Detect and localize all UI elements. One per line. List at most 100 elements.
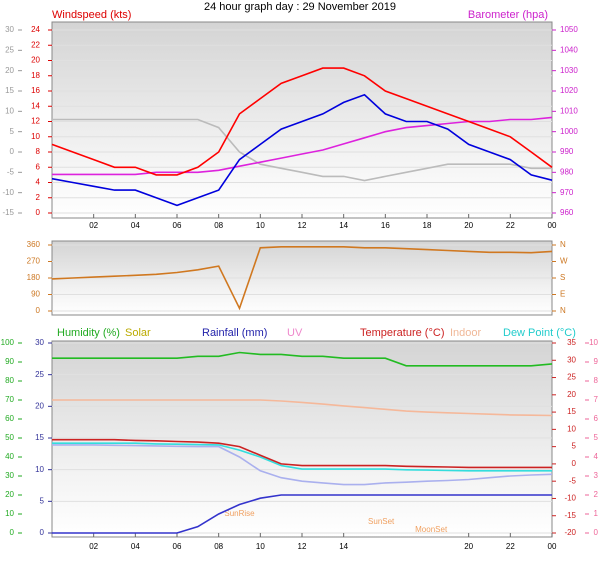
- x-tick-label: 02: [89, 221, 98, 230]
- y4-tick-label: 2: [594, 490, 599, 499]
- legend-entry: Solar: [125, 327, 151, 339]
- x-tick-label: 14: [339, 221, 348, 230]
- y-tick-label: 24: [31, 25, 40, 34]
- x-tick-label: 22: [506, 542, 515, 551]
- y4-tick-label: 0: [594, 528, 599, 537]
- y2-tick-label: -5: [569, 476, 577, 485]
- y3-tick-label: 50: [5, 433, 14, 442]
- x-tick-label: 22: [506, 221, 515, 230]
- y2-tick-label: 0: [572, 459, 577, 468]
- y2-tick-label: 25: [567, 373, 576, 382]
- y2-tick-label: 30: [567, 355, 576, 364]
- y3-tick-label: 100: [1, 338, 15, 347]
- y-tick-label: 16: [31, 86, 40, 95]
- y2-tick-label: 970: [560, 188, 574, 197]
- y-tick-label: 30: [35, 338, 44, 347]
- y3-tick-label: 10: [5, 106, 14, 115]
- y4-tick-label: 10: [589, 338, 598, 347]
- series-line: [52, 438, 552, 469]
- y-tick-label: 2: [36, 193, 41, 202]
- y-tick-label: 20: [31, 56, 40, 65]
- x-tick-label: 10: [256, 542, 265, 551]
- y2-tick-label: N: [560, 240, 566, 249]
- series-line: [52, 494, 552, 534]
- y-tick-label: 12: [31, 117, 40, 126]
- legend-entry: Humidity (%): [57, 327, 120, 339]
- legend-entry: Indoor: [450, 327, 482, 339]
- x-tick-label: 14: [339, 542, 348, 551]
- chart-title: 24 hour graph day : 29 November 2019: [204, 1, 396, 13]
- y2-tick-label: 990: [560, 147, 574, 156]
- x-tick-label: 16: [381, 221, 390, 230]
- y2-tick-label: E: [560, 290, 565, 299]
- y4-tick-label: 7: [594, 395, 599, 404]
- y2-tick-label: 20: [567, 390, 576, 399]
- series-line: [52, 444, 553, 486]
- y3-tick-label: 70: [5, 395, 14, 404]
- series-line: [52, 399, 553, 417]
- y-tick-label: 180: [27, 273, 41, 282]
- y-tick-label: 4: [36, 178, 41, 187]
- y2-tick-label: 15: [567, 407, 576, 416]
- y2-tick-label: 5: [572, 442, 577, 451]
- y3-tick-label: 60: [5, 414, 14, 423]
- legend-entry: Dew Point (°C): [503, 327, 576, 339]
- y3-tick-label: 40: [5, 452, 14, 461]
- y3-tick-label: -15: [2, 208, 14, 217]
- x-tick-label: 02: [89, 542, 98, 551]
- y2-tick-label: -15: [564, 511, 576, 520]
- y2-label: Barometer (hpa): [468, 9, 548, 21]
- y3-tick-label: 20: [5, 490, 14, 499]
- y-tick-label: 90: [31, 290, 40, 299]
- x-tick-label: 20: [464, 221, 473, 230]
- legend-entry: Temperature (°C): [360, 327, 444, 339]
- y3-tick-label: 30: [5, 25, 14, 34]
- plot-area: [51, 340, 553, 538]
- y3-tick-label: 90: [5, 357, 14, 366]
- y-tick-label: 8: [36, 147, 41, 156]
- series-line: [51, 246, 553, 311]
- y4-tick-label: 9: [594, 357, 599, 366]
- y2-tick-label: 1020: [560, 86, 578, 95]
- series-line: [51, 93, 553, 207]
- y-tick-label: 10: [35, 465, 44, 474]
- y3-tick-label: 25: [5, 45, 14, 54]
- y-tick-label: 0: [36, 306, 41, 315]
- series-line: [52, 351, 553, 367]
- y2-tick-label: -10: [564, 494, 576, 503]
- y2-tick-label: 980: [560, 167, 574, 176]
- series-line: [52, 442, 552, 472]
- legend-entry: UV: [287, 327, 303, 339]
- y-tick-label: 25: [35, 370, 44, 379]
- y4-tick-label: 5: [594, 433, 599, 442]
- y-tick-label: 0: [40, 528, 45, 537]
- annotation: SunRise: [224, 509, 255, 518]
- x-tick-label: 06: [173, 542, 182, 551]
- x-tick-label: 04: [131, 542, 140, 551]
- y3-tick-label: 5: [10, 127, 15, 136]
- y4-tick-label: 6: [594, 414, 599, 423]
- y2-tick-label: 35: [567, 338, 576, 347]
- y-tick-label: 14: [31, 101, 40, 110]
- y3-tick-label: 0: [10, 147, 15, 156]
- y4-tick-label: 1: [594, 509, 599, 518]
- y4-tick-label: 3: [594, 471, 599, 480]
- y2-tick-label: N: [560, 306, 566, 315]
- x-tick-label: 06: [173, 221, 182, 230]
- y-tick-label: 10: [31, 132, 40, 141]
- y-tick-label: 18: [31, 71, 40, 80]
- annotation: MoonSet: [415, 525, 448, 534]
- y3-tick-label: 80: [5, 376, 14, 385]
- y-tick-label: 0: [36, 208, 41, 217]
- y3-tick-label: 10: [5, 509, 14, 518]
- y-tick-label: 22: [31, 40, 40, 49]
- x-tick-label: 00: [548, 542, 557, 551]
- x-tick-label: 18: [423, 221, 432, 230]
- y2-tick-label: W: [560, 257, 568, 266]
- y2-tick-label: S: [560, 273, 565, 282]
- y-tick-label: 270: [27, 257, 41, 266]
- y3-tick-label: -10: [2, 188, 14, 197]
- x-tick-label: 00: [548, 221, 557, 230]
- y4-tick-label: 4: [594, 452, 599, 461]
- y2-tick-label: 1040: [560, 45, 578, 54]
